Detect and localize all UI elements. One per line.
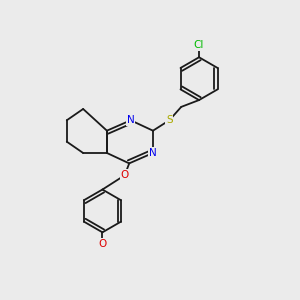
Text: N: N (149, 148, 157, 158)
Text: Cl: Cl (194, 40, 204, 50)
Text: S: S (166, 115, 172, 125)
Text: N: N (127, 115, 135, 125)
Text: O: O (98, 238, 106, 249)
Text: O: O (121, 170, 129, 180)
